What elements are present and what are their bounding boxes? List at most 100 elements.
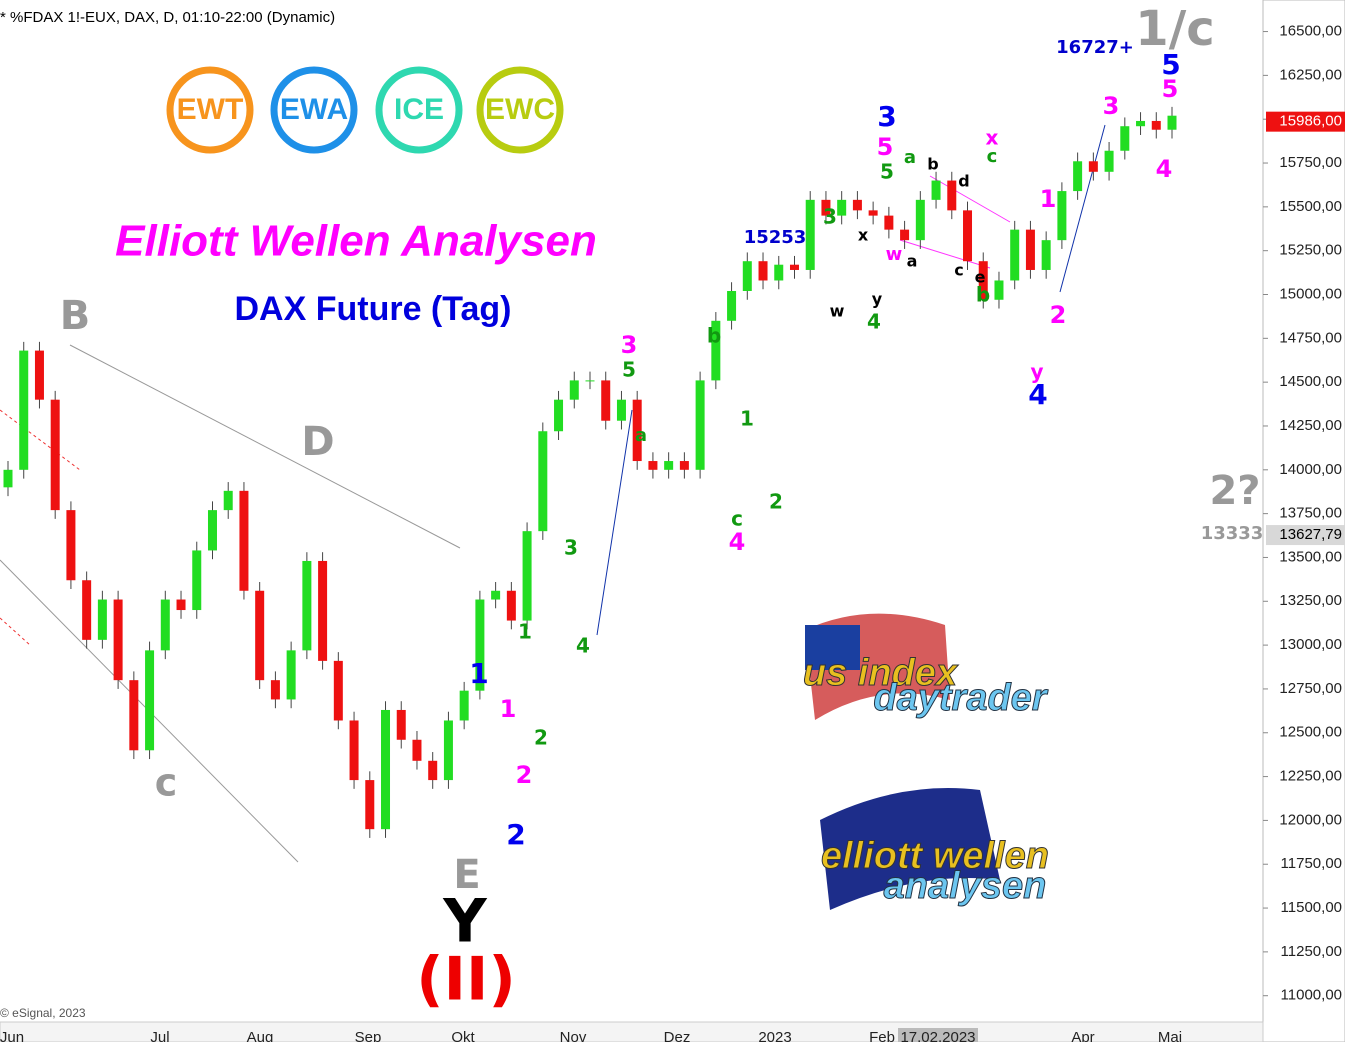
flag <box>805 625 860 670</box>
wave-label: D <box>301 419 334 465</box>
logo-ew: elliott wellen analysen <box>820 788 1050 910</box>
wave-label: 4 <box>729 528 746 556</box>
candle-body <box>648 461 658 470</box>
candle-body <box>601 380 611 421</box>
candle-body <box>349 720 359 781</box>
wave-label: 4 <box>576 634 590 658</box>
wave-label: 1 <box>500 695 517 723</box>
y-tick-label: 13750,00 <box>1279 505 1342 522</box>
candle-body <box>632 399 642 462</box>
y-tick-label: 12500,00 <box>1279 724 1342 741</box>
candle-body <box>207 510 217 551</box>
wave-label: a <box>904 147 916 168</box>
wave-label: 2 <box>506 818 525 851</box>
y-tick-label: 12000,00 <box>1279 811 1342 828</box>
wave-label: 5 <box>1161 48 1180 81</box>
candle-body <box>428 760 438 781</box>
candle-body <box>774 264 784 281</box>
candle-body <box>475 599 485 691</box>
wave-label: w <box>886 244 903 265</box>
y-tick-label: 14500,00 <box>1279 373 1342 390</box>
candle-body <box>679 461 689 470</box>
candle-body <box>1073 161 1083 192</box>
candle-body <box>915 199 925 241</box>
candle-body <box>711 320 721 381</box>
x-tick-label: Dez <box>664 1029 691 1042</box>
trendline <box>596 409 633 636</box>
x-tick-label: Mai <box>1158 1029 1182 1042</box>
price-axis <box>1262 0 1345 1042</box>
wave-label: 16727+ <box>1056 37 1134 58</box>
candle-body <box>506 590 516 621</box>
y-tick-label: 12250,00 <box>1279 768 1342 785</box>
trendline <box>69 344 461 549</box>
candle-body <box>491 590 501 600</box>
wave-label: 2 <box>534 726 548 750</box>
wave-label: c <box>731 507 743 531</box>
wave-label: 5 <box>1162 75 1179 103</box>
wave-label: y <box>1030 360 1043 384</box>
y-tick-label: 16250,00 <box>1279 66 1342 83</box>
candle-body <box>616 399 626 421</box>
y-tick-label: 14750,00 <box>1279 329 1342 346</box>
y-tick-label: 11000,00 <box>1281 987 1342 1004</box>
flag <box>820 788 1000 910</box>
candle-body <box>727 290 737 321</box>
candle-body <box>1136 120 1146 127</box>
logo-text: elliott wellen <box>821 835 1049 877</box>
wave-label: w <box>830 302 845 321</box>
logo-us: us index daytrader <box>802 613 1049 720</box>
candle-body <box>176 599 186 611</box>
wave-label: 2? <box>1209 468 1260 514</box>
candle-body <box>50 399 60 511</box>
wave-label: 3 <box>564 536 578 560</box>
logo-text: daytrader <box>873 677 1048 719</box>
candle-body <box>852 199 862 211</box>
x-tick-label: Nov <box>560 1029 587 1042</box>
wave-label: c <box>987 146 998 167</box>
x-tick-label: Jun <box>0 1029 24 1042</box>
wave-label: d <box>958 172 969 191</box>
x-tick-label: Jul <box>150 1029 169 1042</box>
candle-body <box>931 180 941 200</box>
candle-body <box>805 199 815 270</box>
candle-body <box>381 709 391 830</box>
wave-label: 2 <box>1050 301 1067 329</box>
y-tick-label: 15750,00 <box>1279 154 1342 171</box>
badge-label: EWT <box>177 93 244 126</box>
candle-body <box>1025 229 1035 270</box>
wave-label: c <box>155 761 178 805</box>
wave-label: 5 <box>880 160 894 184</box>
x-tick-label: Sep <box>355 1029 382 1042</box>
candle-body <box>585 380 595 382</box>
candle-body <box>742 261 752 291</box>
candle-body <box>192 550 202 611</box>
wave-label: a <box>907 252 918 271</box>
wave-label: 4 <box>867 310 881 334</box>
wave-label: 13333 <box>1201 523 1264 544</box>
x-tick-label: Aug <box>247 1029 274 1042</box>
candle-body <box>695 380 705 470</box>
y-tick-label: 13250,00 <box>1279 592 1342 609</box>
candle-body <box>868 210 878 216</box>
wave-label: e <box>975 268 986 287</box>
candle-body <box>34 350 44 400</box>
candle-body <box>412 739 422 761</box>
candle-body <box>333 660 343 721</box>
candle-body <box>1151 120 1161 130</box>
wave-label: 1 <box>518 620 532 644</box>
candle-body <box>554 399 564 432</box>
wave-label: 1 <box>740 407 754 431</box>
candle-body <box>900 229 910 241</box>
y-tick-label: 16500,00 <box>1279 23 1342 40</box>
wave-label: 3 <box>621 331 638 359</box>
wave-label: x <box>858 226 869 245</box>
wave-label: 3 <box>877 100 896 133</box>
wave-label: 5 <box>877 133 894 161</box>
wave-label: 5 <box>622 358 636 382</box>
candle-body <box>947 180 957 211</box>
wave-label: 1 <box>469 657 488 690</box>
wave-label: 3 <box>823 205 837 229</box>
wave-label: y <box>872 290 883 309</box>
